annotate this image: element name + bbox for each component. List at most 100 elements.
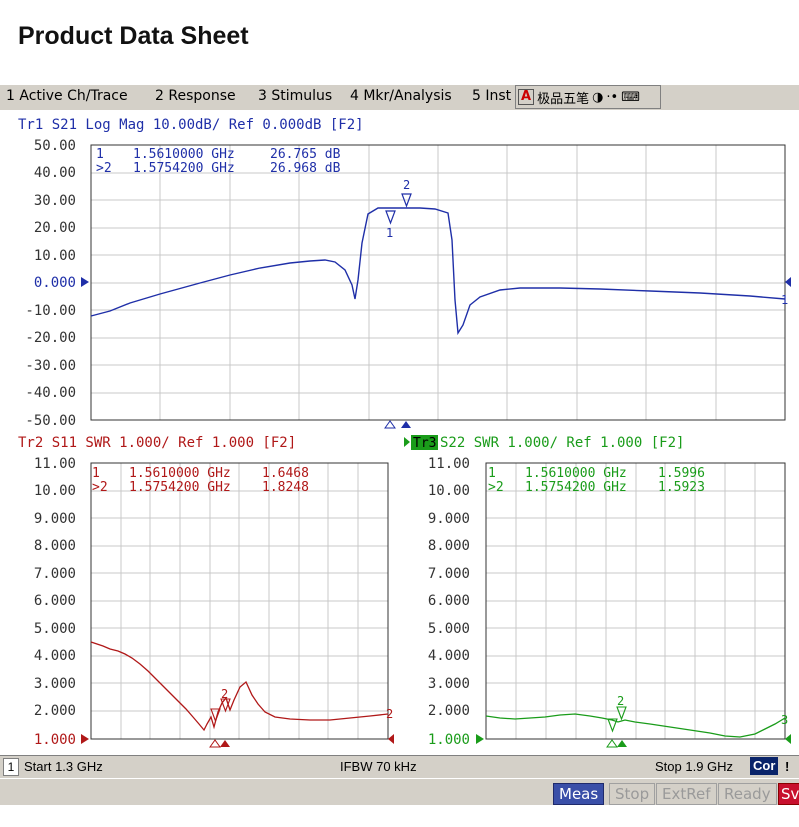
moon-icon[interactable]: ◑ [592, 89, 604, 105]
start-frequency[interactable]: Start 1.3 GHz [24, 759, 103, 774]
marker-value: 26.968 dB [270, 161, 341, 176]
y-tick: 5.000 [428, 621, 470, 637]
y-tick: 7.000 [34, 566, 76, 582]
ref-level-marker-icon [388, 734, 394, 744]
y-tick: 1.000 [34, 732, 76, 748]
marker-value: 1.6468 [262, 466, 309, 481]
marker-freq: 1.5610000 GHz [525, 466, 627, 481]
y-tick: 8.000 [428, 538, 470, 554]
y-tick: 40.00 [34, 165, 76, 181]
keyboard-icon[interactable]: ⌨ [621, 89, 640, 105]
trace2-marker-table: 1 1.5610000 GHz 1.6468 >2 1.5754200 GHz … [92, 466, 309, 495]
trace-end-label: 1 [781, 293, 788, 307]
channel-number[interactable]: 1 [3, 758, 19, 776]
svc-indicator[interactable]: Sv [778, 783, 799, 805]
trace1-grid [91, 145, 785, 420]
y-tick: 50.00 [34, 138, 76, 154]
y-tick: -40.00 [25, 385, 76, 401]
y-tick: 4.000 [428, 648, 470, 664]
stop-button[interactable]: Stop [609, 783, 656, 805]
ref-level-marker-icon [81, 734, 89, 744]
y-tick: 3.000 [428, 676, 470, 692]
y-tick: 6.000 [34, 593, 76, 609]
vna-display: Tr1 S21 Log Mag 10.00dB/ Ref 0.000dB [F2… [0, 110, 799, 755]
trace3-plot-frame [485, 462, 786, 740]
active-trace-icon [404, 437, 410, 447]
ime-toolbar[interactable]: A 极品五笔 ◑ ·• ⌨ [515, 85, 661, 109]
menu-response[interactable]: 2 Response [155, 88, 236, 104]
trace3-marker-1[interactable] [607, 718, 618, 733]
y-tick: 9.000 [34, 511, 76, 527]
correction-badge[interactable]: Cor [750, 757, 779, 775]
y-tick: 30.00 [34, 193, 76, 209]
marker-freq: 1.5610000 GHz [129, 466, 231, 481]
ime-mode-icon[interactable]: A [518, 89, 535, 105]
trace3-s22-curve [485, 713, 786, 738]
menu-active-ch-trace[interactable]: 1 Active Ch/Trace [6, 88, 128, 104]
marker-value: 1.8248 [262, 480, 309, 495]
y-tick: 10.00 [34, 248, 76, 264]
y-tick: 11.00 [428, 456, 470, 472]
marker-freq: 1.5610000 GHz [133, 147, 235, 162]
trace1-y-tick-labels: 50.00 40.00 30.00 20.00 10.00 0.000 -10.… [25, 138, 76, 429]
instrument-status-bar: Meas Stop ExtRef Ready Sv [0, 779, 799, 805]
y-tick: 6.000 [428, 593, 470, 609]
ref-level-marker-icon [476, 734, 484, 744]
trace3-tag-box[interactable] [411, 435, 438, 450]
y-tick: -30.00 [25, 358, 76, 374]
trace2-grid [91, 463, 388, 739]
punctuation-icon[interactable]: ·• [606, 89, 619, 105]
trace1-plot-frame [90, 144, 786, 421]
y-tick: 3.000 [34, 676, 76, 692]
trace1-marker-1[interactable] [385, 210, 396, 225]
trace1-marker-2[interactable] [401, 193, 412, 208]
channel-status-bar: 1 Start 1.3 GHz IFBW 70 kHz Stop 1.9 GHz… [0, 755, 799, 778]
marker-freq: 1.5754200 GHz [525, 480, 627, 495]
menu-stimulus[interactable]: 3 Stimulus [258, 88, 333, 104]
trace3-marker-2[interactable] [616, 706, 627, 721]
y-tick: 4.000 [34, 648, 76, 664]
trace2-s11-curve [90, 641, 389, 732]
stim-marker-icon [220, 740, 230, 747]
warning-icon: ! [785, 759, 790, 774]
y-tick: 20.00 [34, 220, 76, 236]
marker-prefix: >2 [488, 480, 504, 495]
marker-freq: 1.5754200 GHz [133, 161, 235, 176]
marker-value: 1.5923 [658, 480, 705, 495]
menu-mkr-analysis[interactable]: 4 Mkr/Analysis [350, 88, 452, 104]
trace2-marker-1[interactable] [210, 708, 221, 723]
marker-value: 1.5996 [658, 466, 705, 481]
marker-label: 2 [221, 687, 228, 701]
trace-end-label: 3 [781, 713, 788, 727]
menu-instrument[interactable]: 5 Inst [472, 88, 512, 104]
meas-button[interactable]: Meas [553, 783, 605, 805]
y-tick: 5.000 [34, 621, 76, 637]
trace3-y-tick-labels: 11.00 10.00 9.000 8.000 7.000 6.000 5.00… [428, 456, 470, 748]
y-tick: 0.000 [34, 275, 76, 291]
stim-marker-icon [384, 420, 396, 429]
y-tick: 11.00 [34, 456, 76, 472]
y-tick: 10.00 [34, 483, 76, 499]
trace2-header: Tr2 S11 SWR 1.000/ Ref 1.000 [F2] [18, 435, 296, 451]
stop-frequency[interactable]: Stop 1.9 GHz [655, 759, 734, 774]
ready-indicator: Ready [718, 783, 777, 805]
page-title: Product Data Sheet [18, 22, 249, 50]
trace2-marker-2[interactable] [220, 698, 231, 713]
trace-end-label: 2 [386, 707, 393, 721]
trace2-y-tick-labels: 11.00 10.00 9.000 8.000 7.000 6.000 5.00… [34, 456, 76, 748]
marker-prefix: >2 [92, 480, 108, 495]
trace3-marker-table: 1 1.5610000 GHz 1.5996 >2 1.5754200 GHz … [488, 466, 705, 495]
trace1-marker-table: 1 1.5610000 GHz 26.765 dB >2 1.5754200 G… [96, 147, 341, 176]
stim-marker-icon [606, 739, 618, 748]
marker-freq: 1.5754200 GHz [129, 480, 231, 495]
y-tick: 7.000 [428, 566, 470, 582]
ref-level-marker-icon [785, 277, 791, 287]
softkey-menu-bar: 1 Active Ch/Trace 2 Response 3 Stimulus … [0, 84, 799, 111]
ref-level-marker-icon [81, 277, 89, 287]
y-tick: 2.000 [428, 703, 470, 719]
ime-name[interactable]: 极品五笔 [537, 91, 590, 107]
ifbw[interactable]: IFBW 70 kHz [340, 759, 417, 774]
marker-prefix: >2 [96, 161, 112, 176]
marker-label: 1 [386, 226, 393, 240]
extref-button[interactable]: ExtRef [656, 783, 717, 805]
